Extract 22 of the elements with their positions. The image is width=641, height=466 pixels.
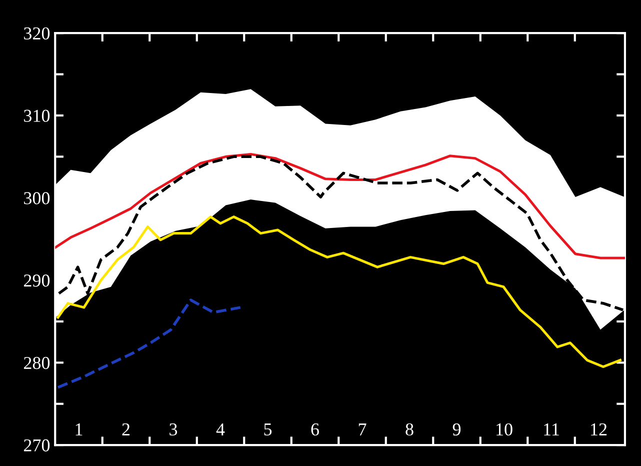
x-tick-label: 11	[544, 423, 559, 436]
y-tick-label: 310	[24, 110, 50, 122]
x-tick-label: 3	[170, 423, 178, 436]
line-series	[58, 155, 624, 312]
y-tick-label: 300	[24, 192, 50, 204]
x-tick-label: 10	[496, 423, 512, 436]
x-tick-label: 2	[122, 423, 130, 436]
y-tick-label: 290	[24, 274, 50, 287]
x-tick-label: 1	[76, 423, 82, 436]
x-tick-label: 4	[216, 423, 225, 436]
line-series	[56, 298, 242, 389]
x-tick-label: 5	[264, 424, 272, 436]
y-tick-label: 270	[24, 439, 50, 452]
x-tick-label: 6	[311, 423, 319, 436]
x-tick-label: 9	[452, 423, 461, 436]
x-tick-label: 8	[406, 423, 414, 436]
y-tick-label: 320	[24, 27, 50, 40]
y-tick-label: 280	[24, 356, 50, 370]
line-series	[55, 152, 625, 260]
x-tick-label: 7	[358, 424, 366, 436]
x-tick-label: 12	[591, 423, 607, 436]
line-series	[56, 216, 622, 368]
